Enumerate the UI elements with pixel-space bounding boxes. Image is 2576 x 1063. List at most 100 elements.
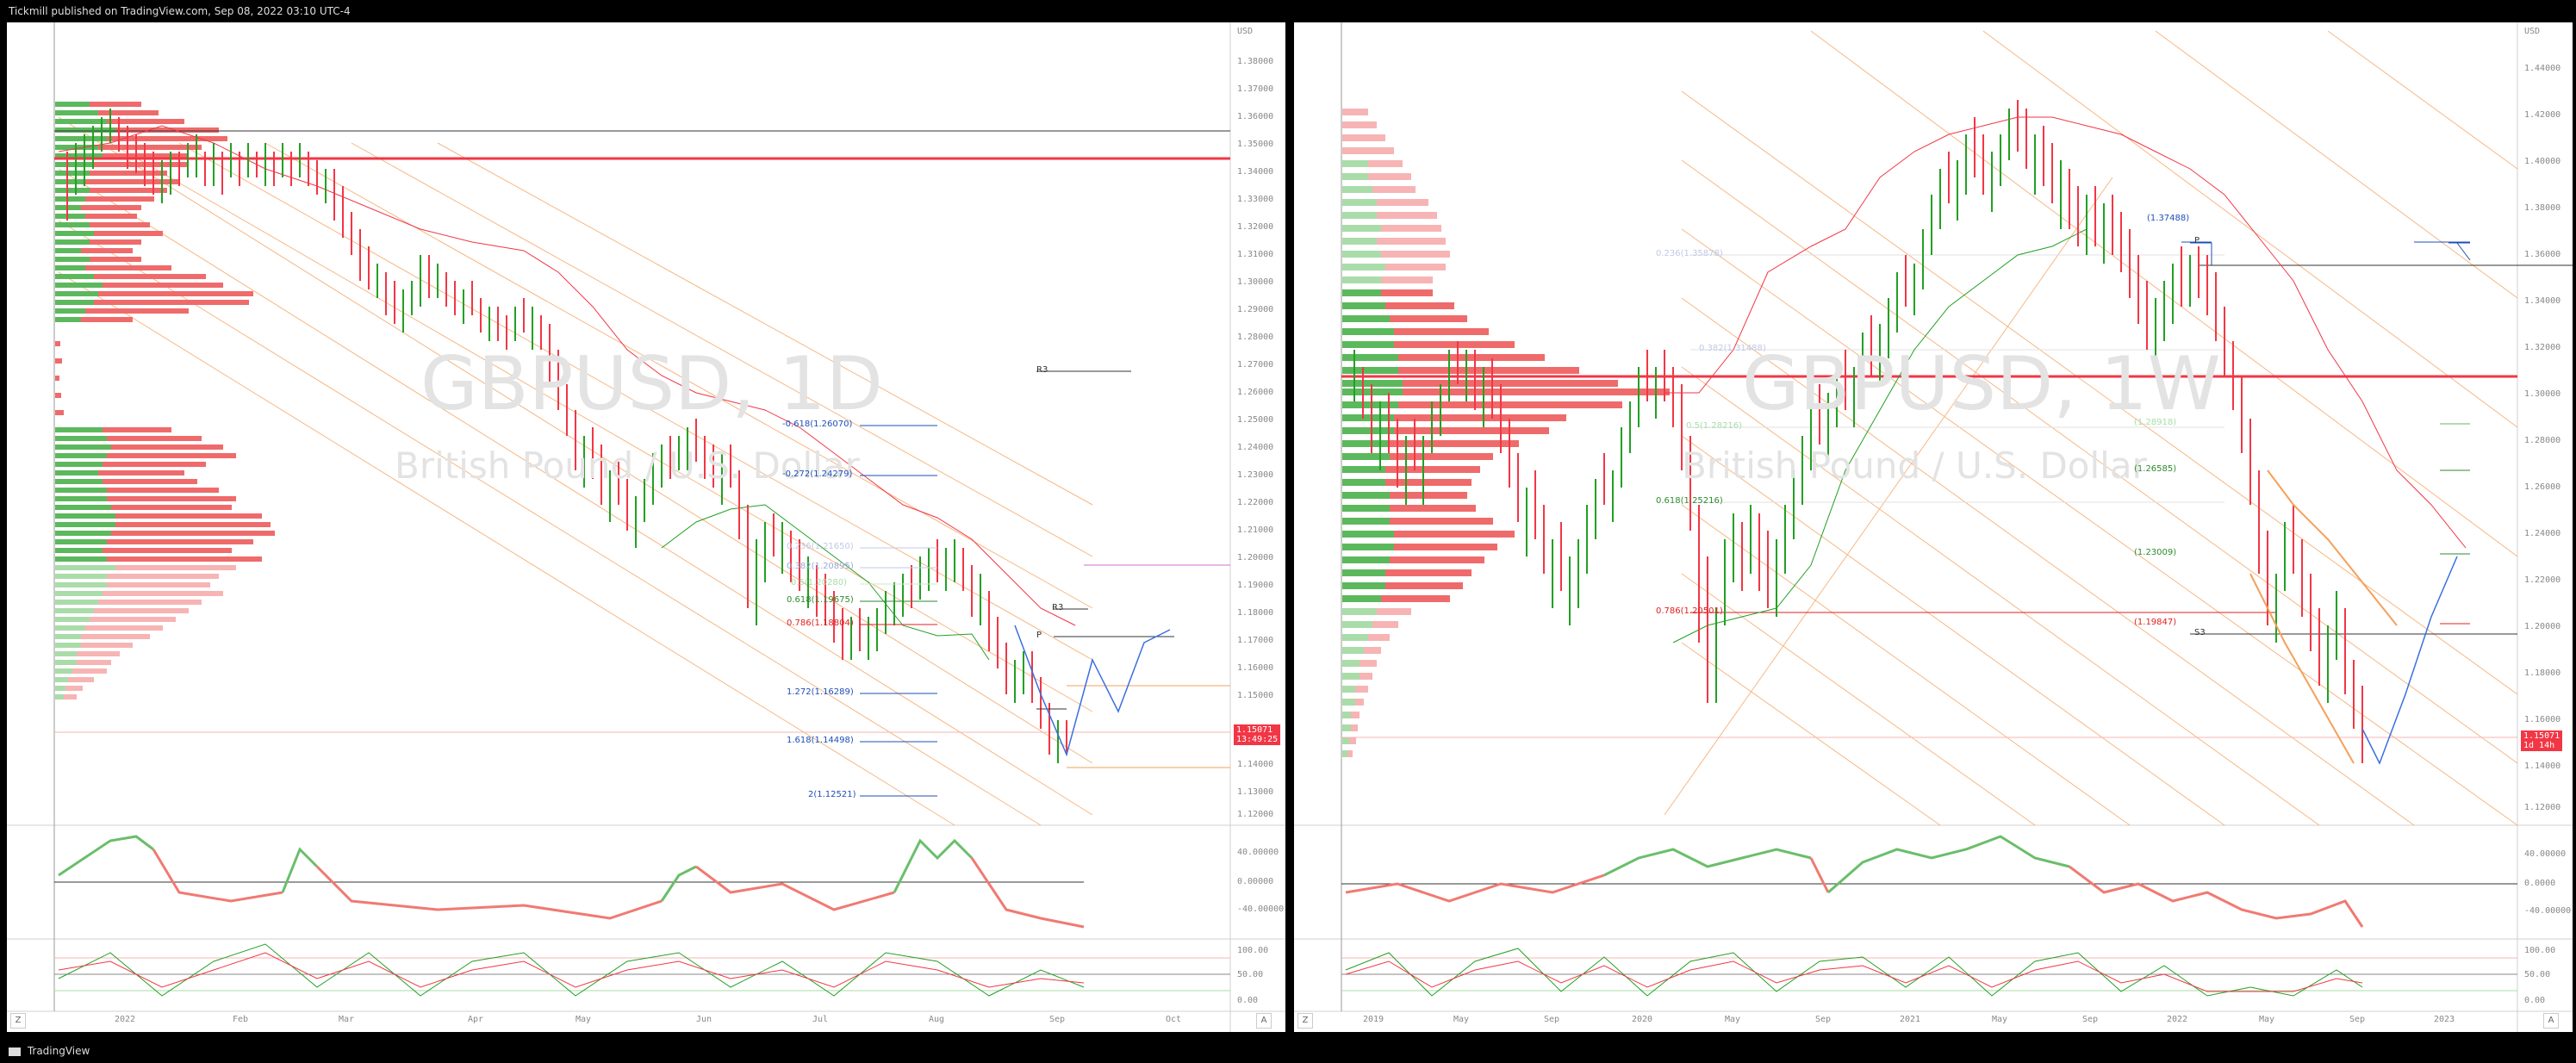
- price-tick: 1.37000: [1237, 84, 1274, 94]
- fib-label: 0.618(1.19675): [787, 595, 854, 605]
- weekly-chart-canvas[interactable]: [1294, 22, 2573, 1032]
- stoch-tick: 50.00: [2524, 970, 2551, 979]
- name-watermark: British Pound / U.S. Dollar: [1682, 444, 2147, 487]
- price-tick: 1.38000: [1237, 57, 1274, 66]
- stoch-tick: 100.00: [2524, 946, 2556, 955]
- weekly-chart-pane[interactable]: GBPUSD, 1W British Pound / U.S. Dollar U…: [1294, 22, 2573, 1032]
- time-tick: 2019: [1363, 1015, 1384, 1024]
- name-watermark: British Pound / U.S. Dollar: [395, 444, 860, 487]
- price-tick: 1.18000: [1237, 608, 1274, 618]
- price-tick: 1.22000: [2524, 575, 2561, 585]
- price-tick: 1.28000: [2524, 436, 2561, 445]
- fib-label: -0.272(1.24279): [782, 469, 853, 479]
- time-tick: May: [1992, 1015, 2008, 1024]
- fib-label: 0.786(1.18804): [787, 619, 854, 628]
- time-tick: Oct: [1166, 1015, 1182, 1024]
- time-tick: 2022: [115, 1015, 136, 1024]
- price-tick: 1.23000: [1237, 470, 1274, 480]
- symbol-watermark: GBPUSD, 1W: [1742, 341, 2221, 427]
- bar-countdown: 13:49:25: [1236, 735, 1279, 744]
- time-tick: Sep: [2082, 1015, 2099, 1024]
- last-price-tag: 1.15071 13:49:25: [1234, 724, 1281, 745]
- pivot-label: R3: [1052, 603, 1064, 612]
- price-tick: 1.15000: [1237, 691, 1274, 700]
- fib-label: 0.382(1.20895): [787, 562, 854, 571]
- stoch-tick: 100.00: [1237, 946, 1269, 955]
- rsi-tick: 0.0000: [2524, 879, 2556, 888]
- currency-label: USD: [2524, 27, 2541, 36]
- price-tick: 1.28000: [1237, 333, 1274, 342]
- price-tick: 1.29000: [1237, 305, 1274, 314]
- price-tick: 1.13000: [1237, 787, 1274, 797]
- price-tick: 1.21000: [1237, 525, 1274, 535]
- time-tick: Sep: [1049, 1015, 1066, 1024]
- time-tick: Jul: [812, 1015, 829, 1024]
- price-tick: 1.30000: [2524, 389, 2561, 399]
- daily-chart-pane[interactable]: GBPUSD, 1D British Pound / U.S. Dollar U…: [7, 22, 1285, 1032]
- price-tick: 1.17000: [1237, 636, 1274, 645]
- bar-countdown: 1d 14h: [2523, 741, 2555, 750]
- time-tick: May: [1453, 1015, 1470, 1024]
- zoom-button[interactable]: Z: [10, 1013, 26, 1029]
- level-label: (1.26585): [2134, 464, 2177, 474]
- time-tick: Jun: [696, 1015, 712, 1024]
- price-tick: 1.32000: [1237, 222, 1274, 232]
- time-tick: May: [576, 1015, 592, 1024]
- stoch-tick: 50.00: [1237, 970, 1264, 979]
- auto-scale-button[interactable]: A: [1256, 1013, 1272, 1029]
- level-label: (1.28918): [2134, 418, 2177, 427]
- price-tick: 1.22000: [1237, 498, 1274, 507]
- currency-label: USD: [1237, 27, 1254, 36]
- time-tick: 2022: [2167, 1015, 2188, 1024]
- price-tick: 1.25000: [1237, 415, 1274, 425]
- tradingview-logo-icon: [9, 1047, 21, 1056]
- price-tick: 1.42000: [2524, 110, 2561, 120]
- price-tick: 1.40000: [2524, 157, 2561, 166]
- price-tick: 1.14000: [1237, 760, 1274, 769]
- price-tick: 1.26000: [1237, 388, 1274, 397]
- daily-chart-canvas[interactable]: [7, 22, 1285, 1032]
- pivot-label: S3: [2194, 628, 2206, 637]
- time-tick: Aug: [929, 1015, 945, 1024]
- price-tick: 1.35000: [1237, 140, 1274, 149]
- price-tick: 1.31000: [1237, 250, 1274, 259]
- publish-text: Tickmill published on TradingView.com, S…: [9, 5, 351, 17]
- price-tick: 1.24000: [1237, 443, 1274, 452]
- stoch-tick: 0.00: [2524, 996, 2546, 1005]
- time-tick: Feb: [233, 1015, 249, 1024]
- time-tick: Sep: [2349, 1015, 2366, 1024]
- price-tick: 1.36000: [2524, 250, 2561, 259]
- fib-label: 0.5(1.20280): [791, 578, 848, 587]
- time-tick: 2021: [1900, 1015, 1921, 1024]
- time-tick: 2020: [1632, 1015, 1653, 1024]
- price-tick: 1.16000: [1237, 663, 1274, 673]
- level-label: (1.23009): [2134, 548, 2177, 557]
- fib-label: 2(1.12521): [808, 790, 856, 799]
- zoom-button[interactable]: Z: [1297, 1013, 1313, 1029]
- level-label: (1.37488): [2147, 214, 2190, 223]
- publish-header: Tickmill published on TradingView.com, S…: [0, 0, 2576, 22]
- pivot-label: P: [1036, 631, 1042, 640]
- time-tick: May: [2259, 1015, 2275, 1024]
- time-tick: Mar: [339, 1015, 355, 1024]
- price-tick: 1.32000: [2524, 343, 2561, 352]
- rsi-tick: -40.00000: [1237, 904, 1285, 914]
- price-tick: 1.27000: [1237, 360, 1274, 370]
- fib-label: 0.236(1.21650): [787, 542, 854, 551]
- stoch-tick: 0.00: [1237, 996, 1259, 1005]
- price-tick: 1.36000: [1237, 112, 1274, 121]
- rsi-tick: -40.00000: [2524, 906, 2572, 916]
- price-tick: 1.34000: [2524, 296, 2561, 306]
- rsi-tick: 40.00000: [1237, 848, 1279, 857]
- fib-label: 0.618(1.25216): [1656, 496, 1723, 506]
- footer-brand[interactable]: TradingView: [27, 1045, 90, 1057]
- last-price: 1.15071: [1236, 725, 1273, 735]
- time-tick: Apr: [468, 1015, 484, 1024]
- rsi-tick: 0.00000: [1237, 877, 1274, 886]
- price-tick: 1.33000: [1237, 195, 1274, 204]
- fib-label: 0.5(1.28216): [1686, 421, 1743, 431]
- auto-scale-button[interactable]: A: [2543, 1013, 2559, 1029]
- footer-bar: TradingView: [0, 1039, 2576, 1063]
- price-tick: 1.18000: [2524, 668, 2561, 678]
- price-tick: 1.12000: [2524, 803, 2561, 812]
